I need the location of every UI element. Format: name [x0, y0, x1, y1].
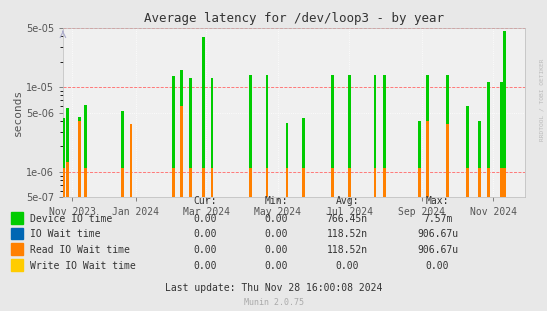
- Bar: [487, 82, 490, 197]
- Text: Device IO time: Device IO time: [30, 214, 112, 224]
- Bar: [418, 169, 421, 197]
- Text: 118.52n: 118.52n: [327, 245, 368, 255]
- Text: 906.67u: 906.67u: [417, 245, 458, 255]
- Bar: [446, 124, 449, 197]
- Bar: [180, 106, 183, 197]
- Y-axis label: seconds: seconds: [13, 89, 23, 136]
- Bar: [418, 121, 421, 197]
- Bar: [78, 121, 81, 197]
- Bar: [266, 169, 269, 197]
- Title: Average latency for /dev/loop3 - by year: Average latency for /dev/loop3 - by year: [144, 12, 444, 26]
- Text: RRDTOOL / TOBI OETIKER: RRDTOOL / TOBI OETIKER: [539, 58, 544, 141]
- Bar: [302, 169, 305, 197]
- Text: 0.00: 0.00: [194, 230, 217, 239]
- Text: 118.52n: 118.52n: [327, 230, 368, 239]
- Bar: [478, 121, 481, 197]
- Bar: [66, 108, 69, 197]
- Bar: [466, 106, 469, 197]
- Text: 766.45n: 766.45n: [327, 214, 368, 224]
- Bar: [331, 75, 334, 197]
- Bar: [130, 124, 132, 197]
- Bar: [348, 75, 351, 197]
- Text: 0.00: 0.00: [194, 261, 217, 271]
- Bar: [500, 169, 503, 197]
- Bar: [487, 169, 490, 197]
- Bar: [266, 75, 269, 197]
- Bar: [249, 169, 252, 197]
- Bar: [466, 169, 469, 197]
- Bar: [478, 169, 481, 197]
- Bar: [383, 75, 386, 197]
- Text: Munin 2.0.75: Munin 2.0.75: [243, 298, 304, 307]
- Text: 906.67u: 906.67u: [417, 230, 458, 239]
- Bar: [331, 169, 334, 197]
- Text: 7.57m: 7.57m: [423, 214, 452, 224]
- Bar: [202, 37, 205, 197]
- Bar: [121, 169, 124, 197]
- Bar: [172, 76, 174, 197]
- Text: Cur:: Cur:: [194, 196, 217, 206]
- Text: 0.00: 0.00: [265, 245, 288, 255]
- Bar: [374, 75, 376, 197]
- Bar: [500, 82, 503, 197]
- Text: 0.00: 0.00: [426, 261, 449, 271]
- Bar: [121, 111, 124, 197]
- Bar: [63, 118, 66, 197]
- Bar: [383, 169, 386, 197]
- Bar: [427, 75, 429, 197]
- Text: 0.00: 0.00: [265, 261, 288, 271]
- Bar: [374, 169, 376, 197]
- Bar: [66, 162, 69, 197]
- Bar: [249, 75, 252, 197]
- Bar: [503, 169, 506, 197]
- Bar: [286, 169, 288, 197]
- Text: Max:: Max:: [426, 196, 449, 206]
- Bar: [503, 31, 506, 197]
- Bar: [286, 123, 288, 197]
- Bar: [348, 169, 351, 197]
- Text: 0.00: 0.00: [336, 261, 359, 271]
- Bar: [78, 117, 81, 197]
- Bar: [202, 169, 205, 197]
- Bar: [84, 169, 86, 197]
- Text: Last update: Thu Nov 28 16:00:08 2024: Last update: Thu Nov 28 16:00:08 2024: [165, 283, 382, 293]
- Bar: [172, 169, 174, 197]
- Bar: [63, 169, 66, 197]
- Bar: [180, 70, 183, 197]
- Bar: [189, 169, 192, 197]
- Text: 0.00: 0.00: [194, 245, 217, 255]
- Text: 0.00: 0.00: [265, 230, 288, 239]
- Bar: [446, 75, 449, 197]
- Text: IO Wait time: IO Wait time: [30, 230, 100, 239]
- Text: 0.00: 0.00: [194, 214, 217, 224]
- Text: Read IO Wait time: Read IO Wait time: [30, 245, 130, 255]
- Text: Avg:: Avg:: [336, 196, 359, 206]
- Bar: [211, 169, 213, 197]
- Text: Write IO Wait time: Write IO Wait time: [30, 261, 135, 271]
- Text: Min:: Min:: [265, 196, 288, 206]
- Bar: [84, 105, 86, 197]
- Bar: [189, 77, 192, 197]
- Bar: [211, 77, 213, 197]
- Bar: [427, 121, 429, 197]
- Text: 0.00: 0.00: [265, 214, 288, 224]
- Bar: [130, 124, 132, 197]
- Bar: [302, 118, 305, 197]
